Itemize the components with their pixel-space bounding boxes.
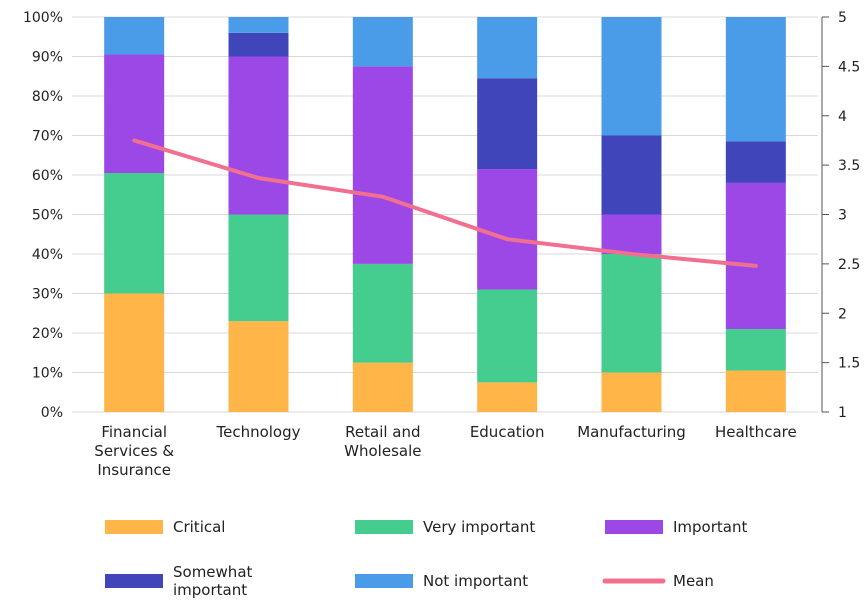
y-left-tick-label: 40% — [32, 247, 63, 263]
legend-label: Important — [673, 518, 747, 536]
y-right-tick-label: 3 — [838, 208, 847, 224]
y-right-tick-label: 1 — [838, 405, 847, 421]
legend-item-mean: Mean — [602, 572, 714, 590]
y-right-tick-label: 4.5 — [838, 59, 860, 75]
legend-label: Mean — [673, 572, 714, 590]
bar-segment-important — [104, 54, 165, 174]
y-left-tick-label: 90% — [32, 50, 63, 66]
y-right-tick-label: 1.5 — [838, 356, 860, 372]
category-label: Financial — [101, 423, 167, 441]
left-axis-ticks: 0% 10% 20% 30% 40% 50% 60% 70% 80% 90% 100% — [23, 10, 63, 421]
category-label: Insurance — [97, 461, 171, 479]
legend-swatch — [355, 574, 413, 588]
legend-swatch — [605, 520, 663, 534]
category-label: Healthcare — [715, 423, 797, 441]
category-label: Education — [470, 423, 545, 441]
bar-segment-very-important — [601, 254, 662, 373]
bar-segment-not-important — [477, 17, 538, 79]
legend-label: Somewhat — [173, 563, 253, 581]
bar-segment-not-important — [352, 17, 413, 67]
y-left-tick-label: 20% — [32, 326, 63, 342]
category-label: Manufacturing — [577, 423, 686, 441]
legend-label: Critical — [173, 518, 225, 536]
mean-line-layer — [132, 138, 758, 268]
bar-segment-important — [477, 169, 538, 290]
y-left-tick-label: 70% — [32, 129, 63, 145]
bar-segment-critical — [725, 370, 786, 412]
bar-segment-important — [725, 182, 786, 330]
y-left-tick-label: 30% — [32, 287, 63, 303]
bar-segment-very-important — [477, 289, 538, 383]
category-label: Technology — [215, 423, 300, 441]
bar-segment-critical — [601, 372, 662, 412]
legend-label: Very important — [423, 518, 535, 536]
legend-item-important: Important — [605, 518, 747, 536]
bar-segment-not-important — [104, 17, 165, 55]
y-left-tick-label: 100% — [23, 10, 63, 26]
bar-segment-important — [352, 66, 413, 264]
legend-swatch — [355, 520, 413, 534]
bar-segment-very-important — [104, 173, 165, 294]
y-right-tick-label: 3.5 — [838, 158, 860, 174]
bar-segment-important — [601, 214, 662, 254]
bar-segment-critical — [104, 293, 165, 412]
legend-item-not-important: Not important — [355, 572, 528, 590]
legend-item-very-important: Very important — [355, 518, 535, 536]
right-axis: 1 1.5 2 2.5 3 3.5 4 4.5 5 — [821, 10, 860, 421]
bar-segment-critical — [228, 321, 289, 412]
bar-segment-not-important — [725, 17, 786, 142]
bar-segment-not-important — [601, 17, 662, 136]
y-right-tick-label: 5 — [838, 10, 847, 26]
bar-segment-somewhat-important — [601, 135, 662, 215]
bar-segment-critical — [477, 382, 538, 412]
legend-item-critical: Critical — [105, 518, 225, 536]
legend-label: important — [173, 581, 247, 599]
y-left-tick-label: 50% — [32, 208, 63, 224]
bar-segment-somewhat-important — [228, 32, 289, 57]
y-left-tick-label: 10% — [32, 366, 63, 382]
y-right-tick-label: 4 — [838, 109, 847, 125]
category-label: Wholesale — [344, 442, 421, 460]
bar-segment-somewhat-important — [725, 141, 786, 183]
gridlines — [72, 16, 818, 413]
bar-segment-very-important — [228, 214, 289, 322]
y-left-tick-label: 0% — [41, 405, 63, 421]
bar-segment-very-important — [725, 329, 786, 371]
legend-swatch — [105, 574, 163, 588]
y-left-tick-label: 80% — [32, 89, 63, 105]
bar-segment-somewhat-important — [477, 78, 538, 170]
legend: Critical Very important Important Somewhati… — [105, 518, 747, 599]
mean-line — [132, 138, 758, 268]
legend-label: Not important — [423, 572, 528, 590]
bars — [104, 17, 786, 412]
bar-segment-critical — [352, 362, 413, 412]
y-right-tick-label: 2 — [838, 306, 847, 322]
bar-segment-important — [228, 56, 289, 215]
y-right-tick-label: 2.5 — [838, 257, 860, 273]
bar-segment-not-important — [228, 17, 289, 33]
legend-swatch — [105, 520, 163, 534]
y-left-tick-label: 60% — [32, 168, 63, 184]
bar-segment-very-important — [352, 263, 413, 363]
category-label: Services & — [94, 442, 174, 460]
category-label: Retail and — [345, 423, 420, 441]
